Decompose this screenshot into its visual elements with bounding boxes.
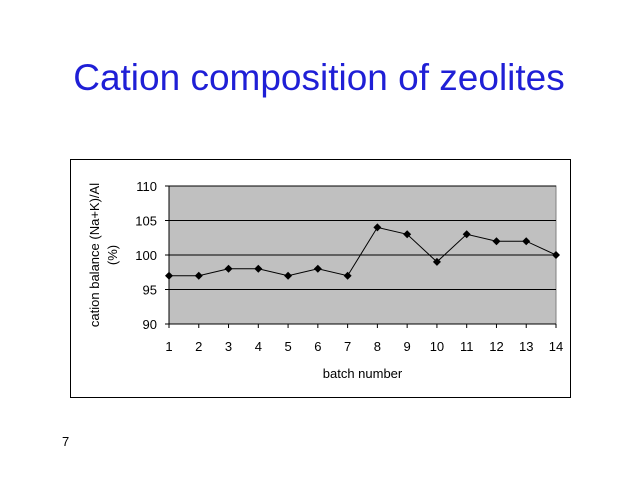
data-point-marker [373, 223, 382, 232]
data-point-marker [462, 230, 471, 239]
x-tick-label: 12 [489, 339, 503, 354]
x-tick-label: 9 [404, 339, 411, 354]
x-tick-label: 10 [430, 339, 444, 354]
series-line [169, 226, 557, 277]
x-tick-label: 5 [284, 339, 291, 354]
x-tick-label: 11 [460, 339, 474, 354]
gridlines [165, 185, 556, 325]
y-axis-label-line: cation balance (Na+K)/Al [87, 183, 102, 327]
data-point-marker [552, 251, 560, 259]
y-tick-label: 95 [143, 283, 157, 298]
data-point-marker [284, 271, 293, 280]
data-point-marker [313, 264, 322, 273]
x-tick-label: 7 [344, 339, 351, 354]
page-number: 7 [62, 434, 70, 449]
y-tick-labels: 90 95 100 105 110 [135, 179, 157, 332]
data-point-marker [432, 257, 441, 266]
series-markers [165, 223, 560, 280]
y-tick-label: 100 [135, 248, 157, 263]
x-tick-label: 2 [195, 339, 202, 354]
x-tick-label: 1 [165, 339, 172, 354]
data-point-marker [403, 230, 412, 239]
data-point-marker [492, 237, 501, 246]
y-axis-label-line: (%) [105, 245, 120, 265]
y-tick-label: 105 [135, 214, 157, 229]
y-axis-label: cation balance (Na+K)/Al (%) [87, 183, 120, 327]
data-point-marker [343, 271, 352, 280]
x-tick-labels: 1 2 3 4 5 6 7 8 9 10 11 12 13 14 [165, 324, 563, 354]
y-tick-label: 110 [136, 179, 157, 194]
slide-title: Cation composition of zeolites [73, 57, 565, 98]
x-tick-label: 6 [314, 339, 321, 354]
x-tick-label: 14 [549, 339, 563, 354]
data-point-marker [165, 271, 173, 280]
data-point-marker [254, 264, 263, 273]
data-point-marker [194, 271, 203, 280]
x-tick-label: 8 [374, 339, 381, 354]
x-tick-label: 3 [225, 339, 232, 354]
y-tick-label: 90 [143, 317, 157, 332]
chart-frame: 90 95 100 105 110 1 2 3 4 5 6 7 8 9 10 11 12 13 14 batch … [70, 159, 571, 398]
x-tick-label: 4 [255, 339, 262, 354]
data-point-marker [522, 237, 531, 246]
x-tick-label: 13 [519, 339, 533, 354]
data-point-marker [224, 264, 233, 273]
x-axis-label: batch number [323, 366, 403, 381]
